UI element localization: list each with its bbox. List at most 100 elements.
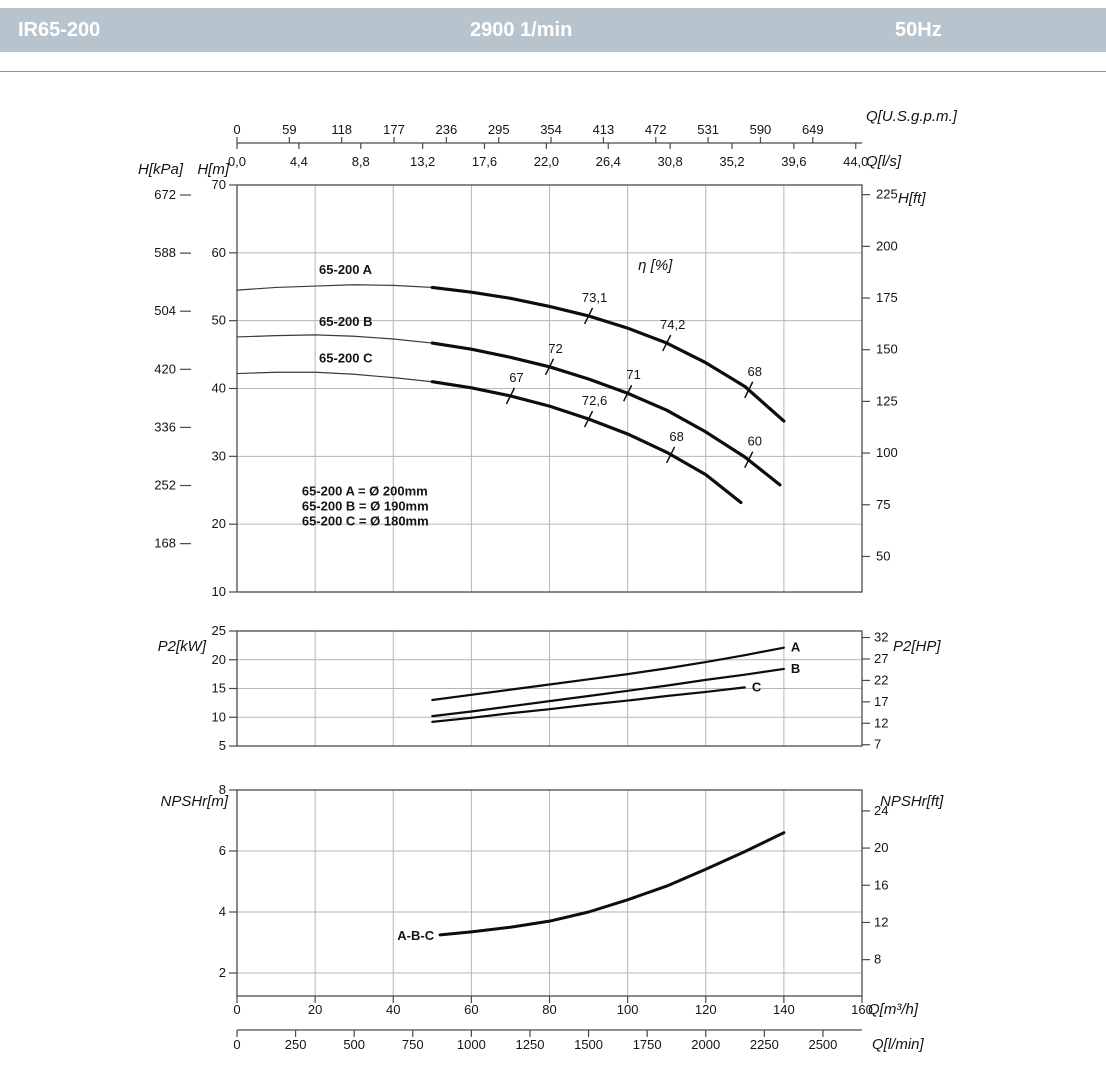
n-ft-tick-label: 16 bbox=[874, 877, 888, 892]
p-hp-tick-label: 22 bbox=[874, 672, 888, 687]
power-curve-label: A bbox=[791, 640, 801, 655]
usgpm-tick-label: 590 bbox=[750, 122, 772, 137]
ls-axis-label: Q[l/s] bbox=[866, 153, 902, 170]
ls-tick-label: 8,8 bbox=[352, 154, 370, 169]
lmin-tick-label: 1000 bbox=[457, 1037, 486, 1052]
head-curve-label: 65-200 B bbox=[319, 314, 372, 329]
pump-frequency: 50Hz bbox=[895, 19, 942, 41]
ls-tick-label: 13,2 bbox=[410, 154, 435, 169]
h-m-tick-label: 30 bbox=[212, 448, 226, 463]
usgpm-tick-label: 0 bbox=[233, 122, 240, 137]
usgpm-tick-label: 472 bbox=[645, 122, 667, 137]
lmin-tick-label: 500 bbox=[343, 1037, 365, 1052]
usgpm-tick-label: 649 bbox=[802, 122, 824, 137]
ls-tick-label: 22,0 bbox=[534, 154, 559, 169]
eta-marker bbox=[583, 307, 594, 325]
power-curve-label: B bbox=[791, 661, 800, 676]
n-m-tick-label: 6 bbox=[219, 843, 226, 858]
impeller-legend-line: 65-200 C = Ø 180mm bbox=[302, 514, 429, 529]
p-kw-tick-label: 5 bbox=[219, 738, 226, 753]
m3h-tick-label: 120 bbox=[695, 1002, 717, 1017]
n-m-axis-label: NPSHr[m] bbox=[161, 793, 229, 810]
eta-value-label: 68 bbox=[669, 429, 683, 444]
h-ft-tick-label: 200 bbox=[876, 238, 898, 253]
pump-model: IR65-200 bbox=[18, 19, 101, 41]
header-bar: IR65-200 2900 1/min 50Hz bbox=[0, 8, 1106, 52]
h-kpa-tick-label: 168 bbox=[154, 536, 176, 551]
n-m-tick-label: 8 bbox=[219, 782, 226, 797]
h-ft-tick-label: 75 bbox=[876, 497, 890, 512]
impeller-legend-line: 65-200 A = Ø 200mm bbox=[302, 484, 428, 499]
lmin-tick-label: 2000 bbox=[691, 1037, 720, 1052]
n-m-tick-label: 2 bbox=[219, 965, 226, 980]
n-ft-tick-label: 8 bbox=[874, 952, 881, 967]
usgpm-axis-label: Q[U.S.g.p.m.] bbox=[866, 108, 958, 125]
h-ft-tick-label: 225 bbox=[876, 187, 898, 202]
eta-marker bbox=[744, 381, 754, 399]
n-ft-axis-label: NPSHr[ft] bbox=[880, 793, 944, 810]
power-chart: 25 20 15 10 5 32 27 22 17 12 7 P2[kW] P2[HP] AB C bbox=[158, 623, 942, 753]
m3h-tick-label: 40 bbox=[386, 1002, 400, 1017]
flow-axis-top: 0 59 118 177 236 295 354 413 472 531 590 649 0,0 4,4 8… bbox=[228, 108, 958, 170]
m3h-tick-label: 60 bbox=[464, 1002, 478, 1017]
h-kpa-axis-label: H[kPa] bbox=[138, 161, 184, 178]
eta-value-label: 71 bbox=[626, 367, 640, 382]
h-kpa-tick-label: 420 bbox=[154, 361, 176, 376]
h-kpa-tick-label: 672 bbox=[154, 187, 176, 202]
h-ft-tick-label: 150 bbox=[876, 342, 898, 357]
h-m-tick-label: 60 bbox=[212, 245, 226, 260]
eta-marker bbox=[665, 446, 676, 464]
npsh-curve-label: A-B-C bbox=[397, 928, 434, 943]
lmin-tick-label: 1750 bbox=[633, 1037, 662, 1052]
p-hp-tick-label: 17 bbox=[874, 694, 888, 709]
head-curve-65-200-B: 65-200 B 72 71 60 bbox=[236, 314, 782, 487]
npsh-curve bbox=[438, 831, 786, 937]
ls-tick-label: 44,0 bbox=[843, 154, 868, 169]
m3h-tick-label: 20 bbox=[308, 1002, 322, 1017]
m3h-tick-label: 140 bbox=[773, 1002, 795, 1017]
eta-value-label: 68 bbox=[747, 364, 761, 379]
usgpm-tick-label: 59 bbox=[282, 122, 296, 137]
ls-tick-label: 26,4 bbox=[596, 154, 621, 169]
h-m-tick-label: 40 bbox=[212, 381, 226, 396]
lmin-tick-label: 1500 bbox=[574, 1037, 603, 1052]
lmin-tick-label: 750 bbox=[402, 1037, 424, 1052]
head-curve-label: 65-200 A bbox=[319, 262, 373, 277]
usgpm-tick-label: 236 bbox=[436, 122, 458, 137]
n-ft-tick-label: 24 bbox=[874, 803, 888, 818]
pump-speed: 2900 1/min bbox=[470, 19, 573, 41]
m3h-tick-label: 0 bbox=[233, 1002, 240, 1017]
h-ft-axis-label: H[ft] bbox=[898, 190, 926, 207]
m3h-axis-label: Q[m³/h] bbox=[868, 1001, 919, 1018]
p-hp-tick-label: 12 bbox=[874, 715, 888, 730]
p-hp-tick-label: 7 bbox=[874, 737, 881, 752]
n-ft-tick-label: 20 bbox=[874, 840, 888, 855]
p-kw-axis-label: P2[kW] bbox=[158, 638, 207, 655]
power-curve-label: C bbox=[752, 679, 762, 694]
h-kpa-tick-label: 252 bbox=[154, 478, 176, 493]
lmin-tick-label: 0 bbox=[233, 1037, 240, 1052]
eta-value-label: 73,1 bbox=[582, 290, 607, 305]
h-m-tick-label: 20 bbox=[212, 516, 226, 531]
ls-tick-label: 30,8 bbox=[657, 154, 682, 169]
ls-tick-label: 0,0 bbox=[228, 154, 246, 169]
usgpm-tick-label: 118 bbox=[331, 122, 352, 137]
eta-marker bbox=[744, 451, 754, 469]
power-curve bbox=[431, 646, 785, 702]
usgpm-tick-label: 413 bbox=[593, 122, 615, 137]
eta-marker bbox=[662, 334, 672, 352]
power-curve-B: B bbox=[431, 661, 800, 718]
head-curve-thin bbox=[236, 334, 433, 344]
h-m-tick-label: 10 bbox=[212, 584, 226, 599]
eta-axis-label: η [%] bbox=[638, 257, 673, 274]
eta-value-label: 72,6 bbox=[582, 393, 607, 408]
lmin-tick-label: 2250 bbox=[750, 1037, 779, 1052]
p-hp-axis-label: P2[HP] bbox=[893, 638, 941, 655]
head-curve-thin bbox=[236, 371, 433, 383]
n-m-tick-label: 4 bbox=[219, 904, 226, 919]
lmin-tick-label: 1250 bbox=[516, 1037, 545, 1052]
m3h-tick-label: 160 bbox=[851, 1002, 873, 1017]
ls-tick-label: 4,4 bbox=[290, 154, 308, 169]
